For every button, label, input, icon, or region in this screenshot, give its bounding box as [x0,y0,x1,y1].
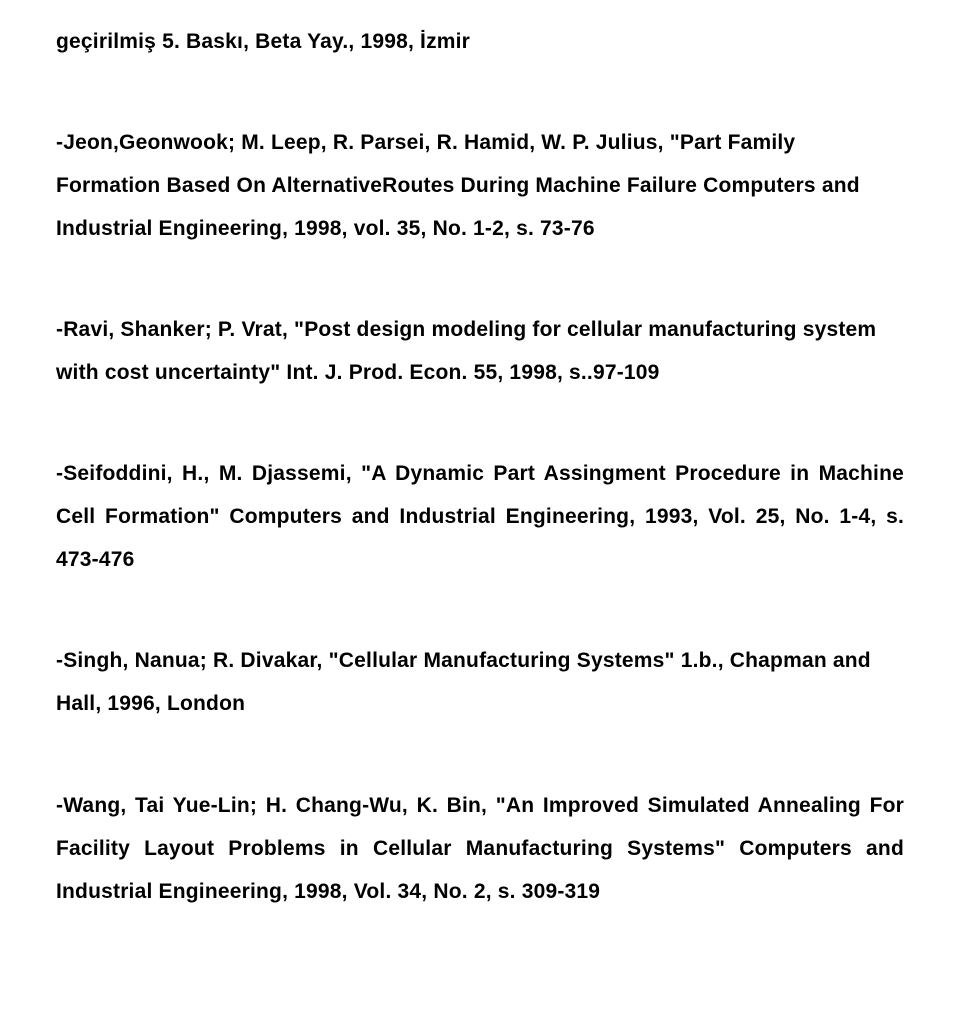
reference-entry: -Wang, Tai Yue-Lin; H. Chang-Wu, K. Bin,… [56,784,904,913]
reference-entry: -Ravi, Shanker; P. Vrat, "Post design mo… [56,308,904,394]
reference-entry: -Seifoddini, H., M. Djassemi, "A Dynamic… [56,452,904,581]
reference-entry: -Jeon,Geonwook; M. Leep, R. Parsei, R. H… [56,121,904,250]
reference-entry: geçirilmiş 5. Baskı, Beta Yay., 1998, İz… [56,20,904,63]
reference-entry: -Singh, Nanua; R. Divakar, "Cellular Man… [56,639,904,725]
